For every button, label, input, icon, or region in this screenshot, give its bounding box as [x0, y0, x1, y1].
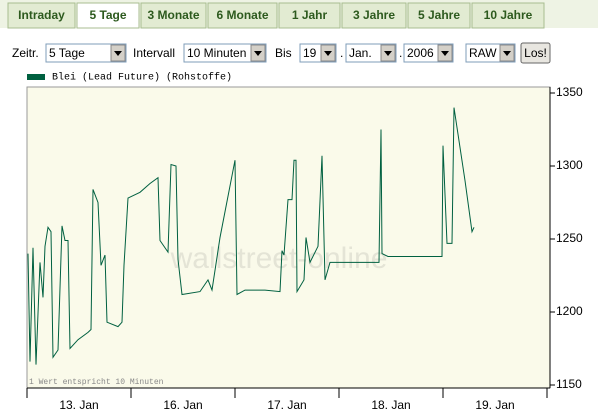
arrow-icon[interactable]: [114, 51, 122, 56]
tab[interactable]: [7, 2, 76, 29]
arrow-icon[interactable]: [503, 51, 511, 56]
dropdown-value[interactable]: 10 Minuten: [187, 46, 246, 60]
tab-label[interactable]: 5 Tage: [89, 8, 126, 22]
control-label: Intervall: [133, 46, 175, 60]
tab[interactable]: [278, 2, 341, 29]
arrow-icon[interactable]: [324, 51, 332, 56]
tab[interactable]: [140, 2, 207, 29]
tab[interactable]: [341, 2, 407, 29]
x-tick-label: 19. Jan: [475, 398, 514, 412]
tab-label[interactable]: 3 Jahre: [353, 8, 395, 22]
tab[interactable]: [407, 2, 471, 29]
control-label: Bis: [275, 46, 292, 60]
dropdown-value[interactable]: RAW: [469, 46, 497, 60]
y-tick-label: 1150: [556, 377, 582, 391]
dropdown[interactable]: [45, 43, 127, 63]
tab-label[interactable]: 6 Monate: [216, 8, 268, 22]
plot-area: [26, 86, 551, 389]
watermark: wallstreet-online: [170, 242, 388, 275]
tab-label[interactable]: 1 Jahr: [292, 8, 328, 22]
arrow-icon[interactable]: [384, 51, 392, 56]
arrow-icon[interactable]: [441, 51, 449, 56]
control-label: Zeitr.: [12, 46, 39, 60]
y-tick-label: 1200: [556, 304, 583, 318]
dropdown-value[interactable]: 2006: [407, 46, 434, 60]
y-tick-label: 1350: [556, 85, 583, 99]
control-label: .: [340, 46, 343, 60]
footnote: 1 Wert entspricht 10 Minuten: [29, 378, 164, 387]
dropdown-value[interactable]: Jan.: [349, 46, 372, 60]
control-label: .: [399, 46, 402, 60]
legend-label: Blei (Lead Future) (Rohstoffe): [52, 72, 232, 84]
button-label[interactable]: Los!: [524, 46, 547, 60]
dropdown-value[interactable]: 5 Tage: [49, 46, 85, 60]
button[interactable]: [520, 42, 551, 64]
tab[interactable]: [471, 2, 545, 29]
legend-swatch: [27, 74, 45, 80]
tab-label[interactable]: 3 Monate: [147, 8, 199, 22]
tab-label[interactable]: Intraday: [18, 8, 65, 22]
dropdown-value[interactable]: 19: [303, 46, 317, 60]
x-tick-label: 13. Jan: [59, 398, 98, 412]
dropdown[interactable]: [183, 43, 267, 63]
price-line: [27, 107, 475, 365]
y-tick-label: 1300: [556, 158, 583, 172]
tab[interactable]: [207, 2, 278, 29]
x-tick-label: 16. Jan: [163, 398, 202, 412]
tab[interactable]: [76, 2, 140, 29]
arrow-icon[interactable]: [254, 51, 262, 56]
tab-label[interactable]: 5 Jahre: [418, 8, 460, 22]
y-tick-label: 1250: [556, 231, 583, 245]
x-tick-label: 17. Jan: [267, 398, 306, 412]
x-tick-label: 18. Jan: [371, 398, 410, 412]
tab-label[interactable]: 10 Jahre: [484, 8, 533, 22]
